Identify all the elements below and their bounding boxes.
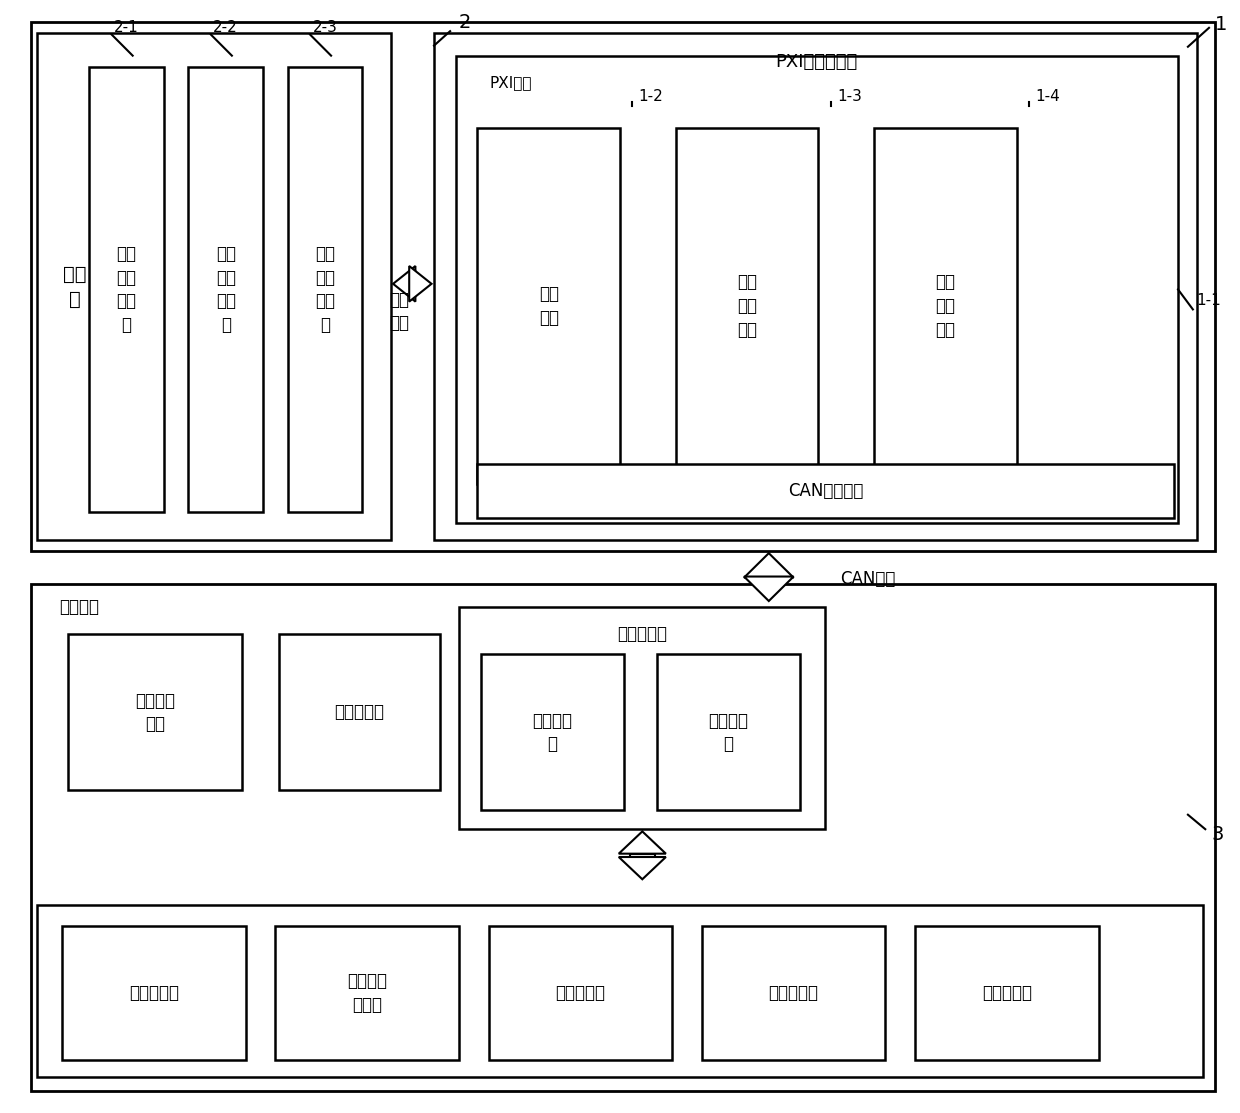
Text: 串口
总线: 串口 总线 bbox=[389, 290, 409, 333]
Bar bbox=[31, 22, 1215, 551]
Bar bbox=[481, 654, 624, 810]
Text: 星上接口
箱: 星上接口 箱 bbox=[708, 711, 749, 754]
Text: 1-2: 1-2 bbox=[639, 89, 663, 105]
Polygon shape bbox=[393, 266, 415, 302]
Text: 信号
调理
模块: 信号 调理 模块 bbox=[737, 274, 758, 338]
Bar bbox=[477, 464, 1174, 518]
Bar bbox=[409, 272, 415, 296]
Text: 测控应答机: 测控应答机 bbox=[335, 703, 384, 721]
Bar bbox=[31, 584, 1215, 1091]
Bar bbox=[630, 854, 655, 857]
Bar bbox=[89, 67, 164, 512]
Bar bbox=[68, 634, 242, 790]
Polygon shape bbox=[619, 857, 666, 879]
Text: PXI机箱: PXI机箱 bbox=[490, 75, 532, 90]
Text: 2: 2 bbox=[459, 12, 471, 32]
Text: 上位
机: 上位 机 bbox=[63, 265, 86, 309]
Text: 2-1: 2-1 bbox=[114, 20, 139, 36]
Text: 卫星脱落
插座: 卫星脱落 插座 bbox=[135, 691, 175, 733]
Polygon shape bbox=[409, 266, 432, 302]
Bar bbox=[434, 33, 1197, 540]
Bar bbox=[275, 926, 459, 1060]
Text: 1-4: 1-4 bbox=[1035, 89, 1060, 105]
Bar bbox=[188, 67, 263, 512]
Polygon shape bbox=[619, 831, 666, 854]
Text: 主控
制器: 主控 制器 bbox=[538, 285, 559, 327]
Text: 2-2: 2-2 bbox=[213, 20, 238, 36]
Bar bbox=[288, 67, 362, 512]
Text: 1-3: 1-3 bbox=[837, 89, 862, 105]
Bar bbox=[456, 56, 1178, 523]
Text: CAN通讯模块: CAN通讯模块 bbox=[789, 482, 863, 500]
Bar bbox=[477, 128, 620, 484]
Bar bbox=[489, 926, 672, 1060]
Text: 上层
应用
程序
层: 上层 应用 程序 层 bbox=[117, 245, 136, 334]
Bar bbox=[279, 634, 440, 790]
Text: PXI硬件子系统: PXI硬件子系统 bbox=[775, 53, 857, 71]
Text: 姿控分系统: 姿控分系统 bbox=[769, 984, 818, 1002]
Text: 电源分系统: 电源分系统 bbox=[129, 984, 179, 1002]
Bar bbox=[915, 926, 1099, 1060]
Bar bbox=[62, 926, 246, 1060]
Bar bbox=[676, 128, 818, 484]
Bar bbox=[874, 128, 1017, 484]
Polygon shape bbox=[744, 553, 794, 578]
Text: 中层
功能
模块
层: 中层 功能 模块 层 bbox=[216, 245, 236, 334]
Bar bbox=[37, 33, 391, 540]
Text: 2-3: 2-3 bbox=[312, 20, 337, 36]
Text: 1-1: 1-1 bbox=[1197, 293, 1221, 308]
Text: 被测对象: 被测对象 bbox=[60, 598, 99, 615]
Text: 有效载荷
分系统: 有效载荷 分系统 bbox=[347, 972, 387, 1014]
Text: 热控分系统: 热控分系统 bbox=[556, 984, 605, 1002]
Text: CAN总线: CAN总线 bbox=[841, 570, 895, 588]
Text: 数据
采集
模块: 数据 采集 模块 bbox=[935, 274, 956, 338]
Text: 1: 1 bbox=[1215, 14, 1228, 35]
Bar bbox=[459, 607, 825, 829]
Polygon shape bbox=[744, 577, 794, 601]
Text: 星载计算
机: 星载计算 机 bbox=[532, 711, 573, 754]
Bar bbox=[702, 926, 885, 1060]
Text: 测控分系统: 测控分系统 bbox=[982, 984, 1032, 1002]
Bar bbox=[755, 577, 782, 578]
Text: 底层
驱动
程序
层: 底层 驱动 程序 层 bbox=[315, 245, 335, 334]
Text: 3: 3 bbox=[1211, 825, 1224, 845]
Bar bbox=[657, 654, 800, 810]
Bar bbox=[37, 905, 1203, 1077]
Text: 电子学系统: 电子学系统 bbox=[616, 626, 667, 643]
